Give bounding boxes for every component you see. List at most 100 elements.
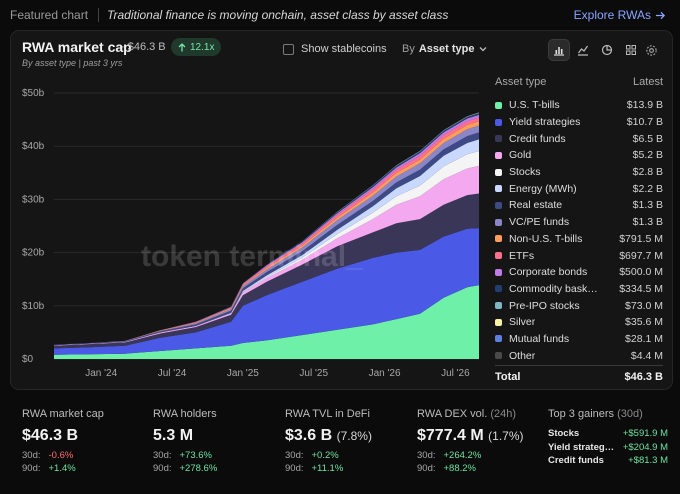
show-stablecoins-toggle[interactable]: Show stablecoins [283, 43, 387, 55]
legend-item-value: $5.2 B [632, 149, 663, 162]
gainer-value: +$81.3 M [628, 455, 668, 466]
stats-row: RWA market cap $46.3 B 30d: -0.6% 90d: +1.4… [0, 400, 680, 494]
group-by-dropdown[interactable]: By Asset type [402, 43, 488, 55]
stat-change-90d: 90d: +1.4% [22, 462, 104, 475]
settings-button[interactable] [642, 41, 660, 59]
gear-icon [645, 44, 657, 56]
legend-item[interactable]: Real estate $1.3 B [495, 197, 663, 214]
stat-value: $46.3 B [22, 427, 104, 445]
grid-view-button[interactable] [620, 39, 642, 61]
stat-change-30d-value: +264.2% [443, 450, 482, 461]
growth-badge: 12.1x [171, 38, 222, 56]
stat-change-30d-value: -0.6% [48, 450, 74, 461]
legend-item[interactable]: VC/PE funds $1.3 B [495, 214, 663, 231]
explore-rwas-link[interactable]: Explore RWAs [574, 8, 666, 22]
stat-change-30d-label: 30d: [417, 450, 436, 461]
legend-swatch [495, 335, 502, 343]
stat-value-share: (7.8%) [336, 429, 372, 443]
legend-item-name: Energy (MWh) [509, 182, 577, 195]
stat-label: RWA market cap [22, 408, 104, 420]
legend-item-name: Gold [509, 149, 532, 162]
stat-value-main: $46.3 B [22, 427, 79, 444]
gainer-row: Yield strateg… +$204.9 M [548, 442, 668, 454]
group-by-value: Asset type [418, 43, 475, 55]
legend-swatch [495, 118, 502, 126]
area-series-1[interactable] [54, 228, 479, 355]
stablecoins-checkbox[interactable] [283, 43, 294, 55]
top-gainers-period: (30d) [617, 408, 643, 420]
legend-item[interactable]: Gold $5.2 B [495, 147, 663, 164]
stat-label-text: RWA DEX vol. [417, 408, 488, 420]
legend-swatch [495, 252, 502, 260]
group-by-prefix: By [402, 43, 415, 55]
legend-item[interactable]: Non-U.S. T-bills $791.5 M [495, 231, 663, 248]
legend-item[interactable]: ETFs $697.7 M [495, 247, 663, 264]
pie-chart-view-button[interactable] [596, 39, 618, 61]
stat-change-90d: 90d: +88.2% [417, 462, 524, 475]
stat-value-share: (1.7%) [488, 429, 524, 443]
area-series-0[interactable] [54, 285, 479, 359]
x-tick-label: Jan '24 [85, 368, 117, 379]
legend-item[interactable]: Commodity bask… $334.5 M [495, 281, 663, 298]
stat-value: 5.3 M [153, 427, 217, 445]
y-tick-label: $0 [22, 354, 34, 365]
stat-label-period: (24h) [490, 408, 517, 420]
y-tick-label: $40b [22, 141, 45, 152]
legend-swatch [495, 185, 502, 193]
stat-value-main: $777.4 M [417, 427, 484, 444]
gainer-name: Stocks [548, 428, 580, 439]
top-gainers-label: Top 3 gainers (30d) [548, 408, 668, 420]
legend-swatch [495, 151, 502, 159]
legend-swatch [495, 268, 502, 276]
legend-item-value: $35.6 M [625, 316, 663, 329]
legend-item-value: $2.8 B [632, 166, 663, 179]
legend-item-value: $6.5 B [632, 132, 663, 145]
x-tick-label: Jul '24 [158, 368, 187, 379]
stat-change-90d-label: 90d: [417, 463, 436, 474]
legend-item[interactable]: U.S. T-bills $13.9 B [495, 97, 663, 114]
legend-item-name: VC/PE funds [509, 216, 570, 229]
grid-icon [626, 45, 636, 55]
bar-chart-view-button[interactable] [548, 39, 570, 61]
chart-subtitle: By asset type | past 3 yrs [22, 58, 123, 68]
stat-label-text: RWA TVL in DeFi [285, 408, 370, 420]
legend-item-value: $334.5 M [619, 282, 663, 295]
legend-item-value: $1.3 B [632, 199, 663, 212]
top-gainers-title: Top 3 gainers [548, 408, 615, 420]
legend-item-value: $2.2 B [632, 182, 663, 195]
x-tick-label: Jul '26 [441, 368, 470, 379]
divider [98, 8, 100, 22]
legend-item[interactable]: Mutual funds $28.1 M [495, 331, 663, 348]
legend-swatch [495, 352, 502, 360]
arrow-right-icon [655, 11, 666, 19]
stat-change-90d-value: +1.4% [48, 463, 76, 474]
legend-item[interactable]: Other $4.4 M [495, 347, 663, 364]
legend-swatch [495, 235, 502, 243]
stat-change-90d-label: 90d: [285, 463, 304, 474]
total-value: $46.3 B [624, 371, 663, 383]
legend-item[interactable]: Yield strategies $10.7 B [495, 114, 663, 131]
stat-card: RWA market cap $46.3 B 30d: -0.6% 90d: +1.4… [22, 408, 104, 475]
legend-item[interactable]: Stocks $2.8 B [495, 164, 663, 181]
growth-multiple: 12.1x [190, 41, 215, 53]
legend-item[interactable]: Silver $35.6 M [495, 314, 663, 331]
line-chart-view-button[interactable] [572, 39, 594, 61]
stat-change-30d-label: 30d: [153, 450, 172, 461]
legend-header: Asset type Latest [495, 76, 663, 88]
y-tick-label: $50b [22, 88, 45, 99]
stat-change-90d-value: +88.2% [443, 463, 477, 474]
legend-item[interactable]: Pre-IPO stocks $73.0 M [495, 297, 663, 314]
legend-item[interactable]: Credit funds $6.5 B [495, 130, 663, 147]
legend-item[interactable]: Corporate bonds $500.0 M [495, 264, 663, 281]
stat-change-30d-label: 30d: [285, 450, 304, 461]
pie-chart-icon [601, 44, 613, 56]
chart-card: RWA market cap · $46.3 B 12.1x By asset … [10, 30, 673, 390]
legend-item[interactable]: Energy (MWh) $2.2 B [495, 180, 663, 197]
watermark-logo: token terminal_ [141, 240, 363, 273]
legend-swatch [495, 168, 502, 176]
y-tick-label: $10b [22, 301, 45, 312]
stat-card: RWA holders 5.3 M 30d: +73.6% 90d: +278.6% [153, 408, 217, 475]
stat-label-text: RWA market cap [22, 408, 104, 420]
gainer-name: Yield strateg… [548, 441, 614, 453]
stat-label: RWA holders [153, 408, 217, 420]
